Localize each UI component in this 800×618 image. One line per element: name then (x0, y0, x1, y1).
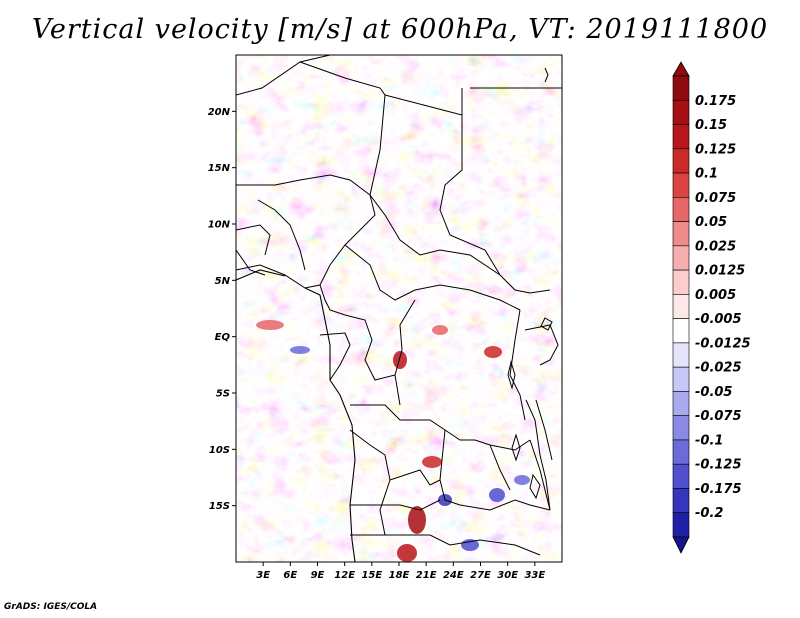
colorbar-label: 0.025 (695, 239, 736, 254)
lon-tick-label: 18E (389, 570, 410, 581)
lon-tick-label: 9E (311, 570, 325, 581)
lon-tick-label: 21E (416, 570, 437, 581)
lon-tick-label: 12E (334, 570, 355, 581)
colorbar-segment (672, 318, 690, 344)
colorbar-label: -0.2 (695, 506, 723, 521)
colorbar-segment (672, 415, 690, 441)
colorbar-segment (672, 488, 690, 514)
colorbar-label: 0.125 (695, 142, 736, 157)
colorbar-segment (672, 148, 690, 174)
lat-tick-label: 10S (209, 445, 230, 456)
lat-tick-label: 20N (208, 107, 231, 118)
colorbar-segment (672, 197, 690, 222)
colorbar-label: 0.05 (695, 215, 727, 230)
lat-tick-label: 5N (215, 276, 231, 287)
colorbar-label: 0.005 (695, 288, 736, 303)
colorbar-label: -0.125 (695, 458, 742, 473)
colorbar-segment (672, 221, 690, 247)
colorbar-segment (672, 269, 690, 295)
latitude-axis: 20N 15N 10N 5N EQ 5S 10S 15S (208, 107, 236, 512)
colorbar-label: -0.0125 (695, 336, 751, 351)
colorbar-segment (672, 245, 690, 271)
colorbar-segment (672, 172, 690, 198)
velocity-field (236, 55, 562, 562)
country-borders (236, 55, 562, 562)
colorbar-label: -0.1 (695, 433, 723, 448)
colorbar-label: 0.075 (695, 191, 736, 206)
lat-tick-label: EQ (215, 332, 231, 343)
colorbar-segment (672, 75, 690, 101)
colorbar-label: -0.075 (695, 409, 742, 424)
lat-tick-label: 15N (208, 163, 231, 174)
longitude-axis: 3E 6E 9E 12E 15E 18E 21E 24E 27E 30E 33E (256, 562, 545, 581)
colorbar-segment (672, 439, 690, 465)
colorbar-segment (672, 463, 690, 489)
lon-tick-label: 3E (256, 570, 270, 581)
colorbar-label: 0.15 (695, 118, 727, 133)
colorbar-label: 0.1 (695, 167, 718, 182)
colorbar: 0.175 0.15 0.125 0.1 0.075 0.05 0.025 0.0125 0.0… (672, 61, 751, 554)
colorbar-label: 0.0125 (695, 264, 745, 279)
colorbar-segment (672, 391, 690, 416)
colorbar-top-arrow (672, 61, 690, 77)
colorbar-segment (672, 99, 690, 125)
colorbar-segment (672, 294, 690, 319)
lon-tick-label: 27E (470, 570, 491, 581)
lon-tick-label: 33E (524, 570, 545, 581)
lat-tick-label: 10N (208, 220, 231, 231)
colorbar-label: -0.025 (695, 361, 742, 376)
convective-cores (256, 320, 530, 562)
lon-tick-label: 15E (361, 570, 382, 581)
colorbar-label: -0.05 (695, 385, 732, 400)
colorbar-segment (672, 366, 690, 392)
colorbar-segment (672, 342, 690, 368)
colorbar-label: -0.005 (695, 312, 742, 327)
lon-tick-label: 6E (283, 570, 297, 581)
lat-tick-label: 5S (216, 389, 230, 400)
colorbar-segment (672, 124, 690, 150)
map-title: Vertical velocity [m/s] at 600hPa, VT: 2… (31, 14, 769, 45)
lat-tick-label: 15S (209, 501, 230, 512)
colorbar-segment (672, 512, 690, 538)
grads-credit: GrADS: IGES/COLA (4, 602, 98, 612)
colorbar-label: 0.175 (695, 94, 736, 109)
lon-tick-label: 30E (497, 570, 518, 581)
colorbar-label: -0.175 (695, 482, 742, 497)
colorbar-bottom-arrow (672, 536, 690, 554)
lon-tick-label: 24E (443, 570, 464, 581)
